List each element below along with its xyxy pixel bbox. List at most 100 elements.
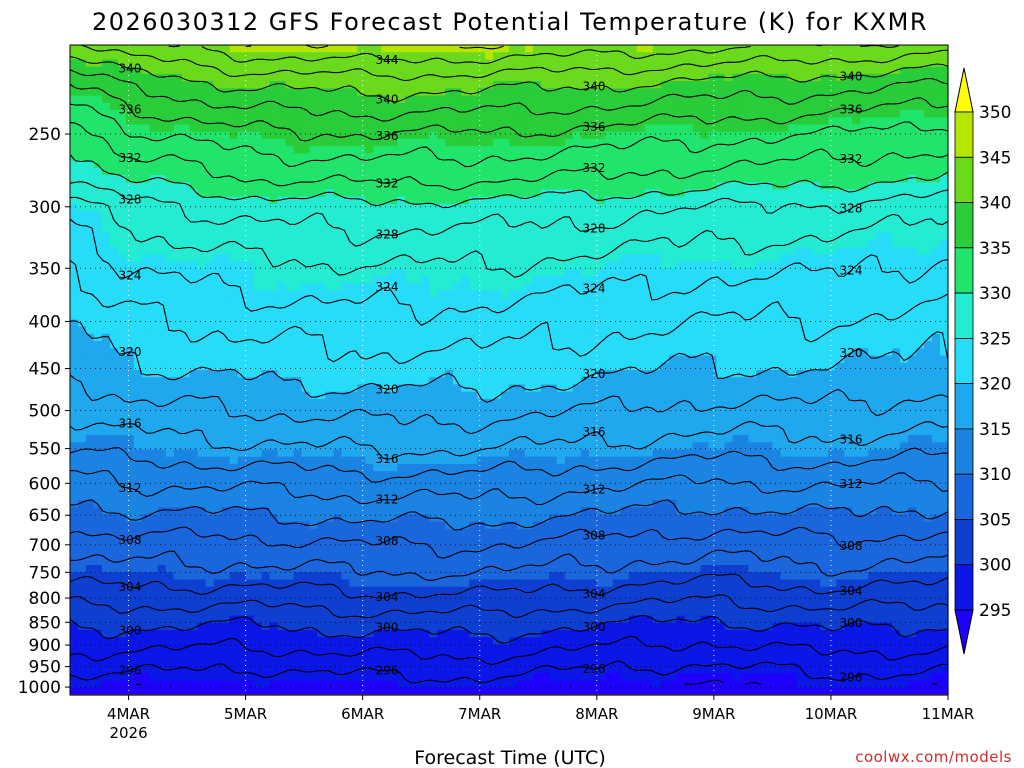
heat-cell (213, 615, 223, 624)
heat-cell (421, 182, 430, 191)
heat-cell (277, 305, 287, 313)
heat-cell (421, 73, 430, 82)
heat-cell (221, 247, 231, 256)
heat-cell (285, 203, 295, 212)
heat-cell (357, 138, 366, 147)
heat-cell (229, 427, 239, 436)
heat-cell (85, 579, 95, 588)
heat-cell (197, 283, 207, 292)
heat-cell (301, 601, 311, 609)
heat-cell (101, 203, 111, 212)
heat-cell (341, 478, 350, 487)
heat-cell (181, 110, 191, 118)
heat-cell (317, 413, 327, 422)
heat-cell (101, 492, 111, 501)
heat-cell (445, 442, 454, 451)
heat-cell (197, 507, 207, 516)
heat-cell (429, 81, 438, 89)
heat-cell (301, 615, 311, 624)
heat-cell (421, 45, 430, 53)
heat-cell (141, 203, 151, 212)
heat-cell (141, 680, 151, 689)
heat-cell (141, 398, 151, 407)
heat-cell (157, 283, 167, 292)
heat-cell (469, 478, 478, 487)
heat-cell (173, 471, 183, 479)
heat-cell (141, 59, 151, 68)
heat-cell (349, 81, 358, 89)
heat-cell (261, 319, 271, 328)
heat-cell (429, 110, 438, 118)
heat-cell (421, 536, 430, 544)
heat-cell (301, 514, 311, 523)
heat-cell (197, 593, 207, 602)
heat-cell (189, 543, 199, 552)
heat-cell (205, 485, 215, 494)
heat-cell (317, 81, 327, 89)
heat-cell (429, 601, 438, 609)
heat-cell (445, 225, 454, 234)
heat-cell (309, 52, 319, 61)
heat-cell (157, 658, 167, 667)
heat-cell (109, 218, 119, 227)
heat-cell (245, 370, 255, 378)
heat-cell (277, 630, 287, 638)
heat-cell (77, 398, 87, 407)
heat-cell (461, 435, 470, 443)
heat-cell (117, 514, 127, 523)
heat-cell (133, 254, 143, 263)
heat-cell (85, 565, 95, 573)
heat-cell (373, 449, 382, 458)
heat-cell (397, 370, 406, 378)
heat-cell (213, 117, 223, 126)
heat-cell (197, 211, 207, 219)
heat-cell (405, 608, 414, 617)
heat-cell (501, 666, 510, 674)
heat-cell (357, 73, 366, 82)
heat-cell (133, 153, 143, 162)
heat-cell (149, 355, 159, 364)
heat-cell (253, 449, 263, 458)
heat-cell (237, 218, 247, 227)
heat-cell (493, 528, 502, 537)
heat-cell (429, 59, 438, 68)
heat-cell (317, 182, 327, 191)
heat-cell (477, 225, 486, 234)
heat-cell (293, 680, 303, 689)
heat-cell (301, 247, 311, 256)
heat-cell (269, 59, 279, 68)
heat-cell (125, 658, 135, 667)
heat-cell (269, 319, 279, 328)
heat-cell (509, 362, 518, 371)
heat-cell (77, 680, 87, 689)
heat-cell (117, 305, 127, 313)
heat-cell (453, 442, 462, 451)
heat-cell (341, 507, 350, 516)
heat-cell (381, 680, 390, 689)
heat-cell (493, 427, 502, 436)
heat-cell (293, 478, 303, 487)
heat-cell (349, 146, 358, 154)
heat-cell (149, 45, 159, 53)
heat-cell (493, 413, 502, 422)
chart-title: 2026030312 GFS Forecast Potential Temper… (92, 8, 928, 36)
heat-cell (421, 138, 430, 147)
heat-cell (261, 485, 271, 494)
heat-cell (85, 622, 95, 631)
heat-cell (213, 160, 223, 169)
heat-cell (285, 232, 295, 241)
heat-cell (93, 268, 103, 277)
heat-cell (245, 680, 255, 689)
heat-cell (341, 377, 350, 386)
heat-cell (229, 687, 239, 696)
heat-cell (357, 175, 366, 183)
heat-cell (333, 651, 342, 660)
heat-cell (269, 254, 279, 263)
heat-cell (357, 182, 366, 191)
heat-cell (325, 565, 334, 573)
heat-cell (189, 398, 199, 407)
heat-cell (501, 146, 510, 154)
heat-cell (397, 240, 406, 248)
heat-cell (341, 601, 350, 609)
heat-cell (253, 218, 263, 227)
